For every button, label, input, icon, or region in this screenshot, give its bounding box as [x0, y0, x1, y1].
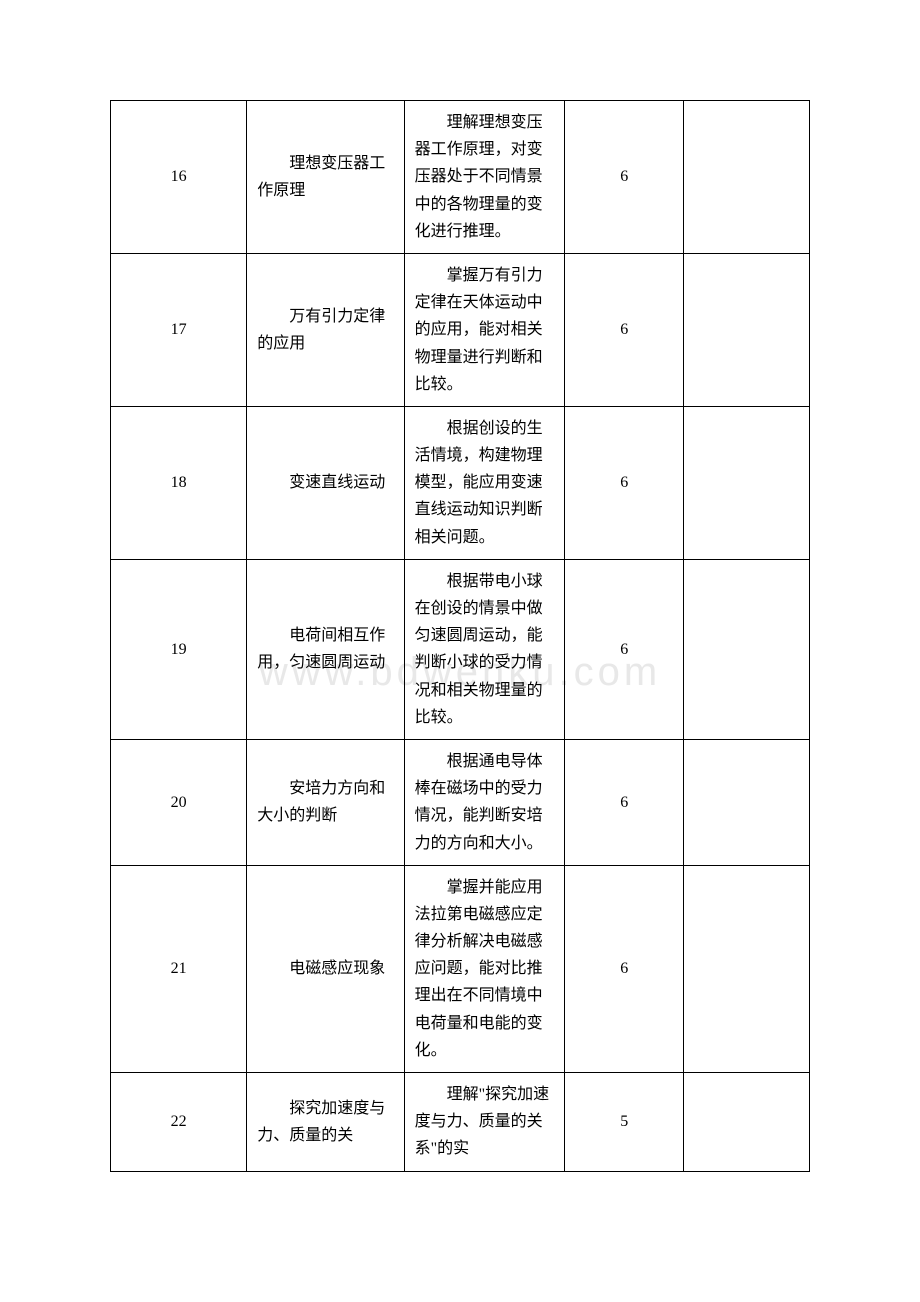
cell-topic: 电磁感应现象	[247, 865, 404, 1072]
cell-score: 6	[565, 406, 684, 559]
table-row: 18 变速直线运动 根据创设的生活情境，构建物理模型，能应用变速直线运动知识判断…	[111, 406, 810, 559]
cell-desc: 理解理想变压器工作原理，对变压器处于不同情景中的各物理量的变化进行推理。	[404, 101, 565, 254]
table-row: 19 电荷间相互作用，匀速圆周运动 根据带电小球在创设的情景中做匀速圆周运动，能…	[111, 559, 810, 739]
table-row: 17 万有引力定律的应用 掌握万有引力定律在天体运动中的应用，能对相关物理量进行…	[111, 253, 810, 406]
cell-desc: 掌握万有引力定律在天体运动中的应用，能对相关物理量进行判断和比较。	[404, 253, 565, 406]
cell-num: 18	[111, 406, 247, 559]
cell-score: 6	[565, 253, 684, 406]
table-row: 22 探究加速度与力、质量的关 理解"探究加速度与力、质量的关系"的实 5	[111, 1073, 810, 1172]
cell-num: 17	[111, 253, 247, 406]
cell-num: 16	[111, 101, 247, 254]
cell-num: 19	[111, 559, 247, 739]
cell-desc: 根据带电小球在创设的情景中做匀速圆周运动，能判断小球的受力情况和相关物理量的比较…	[404, 559, 565, 739]
cell-num: 22	[111, 1073, 247, 1172]
cell-topic: 电荷间相互作用，匀速圆周运动	[247, 559, 404, 739]
content-table-wrap: 16 理想变压器工作原理 理解理想变压器工作原理，对变压器处于不同情景中的各物理…	[110, 100, 810, 1172]
cell-desc: 根据通电导体棒在磁场中的受力情况，能判断安培力的方向和大小。	[404, 739, 565, 865]
cell-num: 21	[111, 865, 247, 1072]
cell-topic: 万有引力定律的应用	[247, 253, 404, 406]
table-row: 20 安培力方向和大小的判断 根据通电导体棒在磁场中的受力情况，能判断安培力的方…	[111, 739, 810, 865]
cell-score: 6	[565, 739, 684, 865]
cell-empty	[684, 101, 810, 254]
cell-score: 6	[565, 559, 684, 739]
content-table: 16 理想变压器工作原理 理解理想变压器工作原理，对变压器处于不同情景中的各物理…	[110, 100, 810, 1172]
cell-topic: 安培力方向和大小的判断	[247, 739, 404, 865]
cell-desc: 根据创设的生活情境，构建物理模型，能应用变速直线运动知识判断相关问题。	[404, 406, 565, 559]
cell-topic: 变速直线运动	[247, 406, 404, 559]
cell-empty	[684, 253, 810, 406]
cell-desc: 掌握并能应用法拉第电磁感应定律分析解决电磁感应问题，能对比推理出在不同情境中电荷…	[404, 865, 565, 1072]
cell-empty	[684, 559, 810, 739]
cell-empty	[684, 406, 810, 559]
table-body: 16 理想变压器工作原理 理解理想变压器工作原理，对变压器处于不同情景中的各物理…	[111, 101, 810, 1172]
cell-empty	[684, 865, 810, 1072]
cell-num: 20	[111, 739, 247, 865]
cell-score: 5	[565, 1073, 684, 1172]
cell-empty	[684, 739, 810, 865]
table-row: 21 电磁感应现象 掌握并能应用法拉第电磁感应定律分析解决电磁感应问题，能对比推…	[111, 865, 810, 1072]
cell-desc: 理解"探究加速度与力、质量的关系"的实	[404, 1073, 565, 1172]
cell-empty	[684, 1073, 810, 1172]
table-row: 16 理想变压器工作原理 理解理想变压器工作原理，对变压器处于不同情景中的各物理…	[111, 101, 810, 254]
cell-topic: 探究加速度与力、质量的关	[247, 1073, 404, 1172]
cell-score: 6	[565, 865, 684, 1072]
cell-score: 6	[565, 101, 684, 254]
cell-topic: 理想变压器工作原理	[247, 101, 404, 254]
